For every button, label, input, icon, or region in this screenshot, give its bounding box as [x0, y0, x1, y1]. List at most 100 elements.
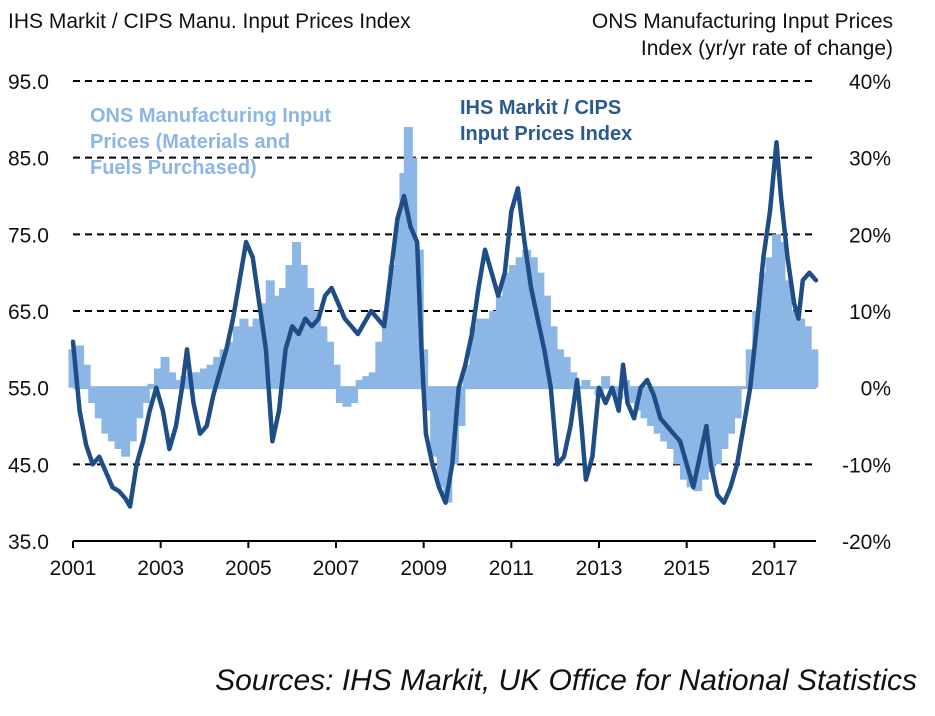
ons-bar: [206, 364, 216, 388]
right-axis-title-line-2: Index (yr/yr rate of change): [640, 37, 893, 60]
x-tick-label: 2009: [400, 557, 447, 580]
left-axis-title: IHS Markit / CIPS Manu. Input Prices Ind…: [8, 10, 411, 33]
ons-bar: [381, 311, 391, 388]
ons-bar: [802, 326, 812, 388]
ons-bar: [107, 387, 117, 442]
ons-bar: [686, 387, 696, 488]
y-right-tick-label: 0%: [861, 378, 891, 401]
ons-bar: [548, 326, 558, 388]
ihs-series-line: [70, 140, 819, 509]
ons-bar: [134, 387, 144, 419]
ons-bar: [408, 157, 418, 388]
ons-bar: [324, 341, 334, 388]
y-left-tick-label: 65.0: [8, 301, 49, 324]
ons-bar: [509, 265, 519, 388]
x-tick-label: 2003: [137, 557, 184, 580]
ons-bar: [666, 387, 676, 449]
ons-bar: [495, 295, 505, 388]
ons-bar: [528, 257, 538, 388]
ons-bar: [719, 387, 729, 449]
ons-bar: [153, 368, 163, 388]
ons-bar: [114, 387, 124, 449]
ons-bar: [758, 272, 768, 388]
ons-bar: [752, 311, 762, 388]
y-left-tick-label: 95.0: [8, 71, 49, 94]
ons-bar: [219, 349, 229, 388]
ons-bar: [239, 318, 249, 388]
ons-series-annotation: ONS Manufacturing Input Prices (Material…: [90, 103, 331, 181]
ons-bar: [627, 387, 637, 403]
ons-bar: [226, 341, 236, 388]
ons-bar: [173, 380, 183, 388]
x-tick-label: 2013: [576, 557, 623, 580]
ons-bar: [193, 372, 203, 388]
ons-bar: [375, 341, 385, 388]
x-tick-label: 2007: [313, 557, 360, 580]
ons-bar: [335, 387, 345, 403]
ons-bar: [265, 280, 275, 388]
ons-bar: [693, 387, 703, 492]
ons-bar: [783, 280, 793, 388]
ons-bar: [489, 311, 499, 388]
ons-bar: [555, 349, 565, 388]
y-right-tick-label: -10%: [842, 454, 891, 477]
ons-bar: [331, 364, 341, 388]
ons-bar: [349, 387, 359, 403]
right-axis-title: ONS Manufacturing Input Prices Index (yr…: [592, 8, 893, 62]
x-tick-label: 2011: [489, 557, 534, 580]
source-note: Sources: IHS Markit, UK Office for Natio…: [215, 664, 917, 697]
ons-bar: [712, 387, 722, 465]
y-left-tick-label: 35.0: [8, 531, 49, 554]
ons-annotation-line-2: Prices (Materials and: [90, 131, 291, 153]
ons-bar: [640, 387, 650, 419]
ons-bar: [541, 295, 551, 388]
y-right-tick-label: 30%: [849, 148, 891, 171]
ons-bar: [476, 318, 486, 388]
ons-bar: [443, 387, 453, 503]
ons-bar: [706, 387, 716, 472]
ons-bar: [318, 326, 328, 388]
ons-bar: [278, 288, 288, 388]
ons-bar: [647, 387, 657, 426]
ons-bar: [342, 387, 352, 407]
ihs-series-annotation: IHS Markit / CIPS Input Prices Index: [460, 95, 632, 147]
ons-bar: [463, 364, 473, 388]
ons-bar: [292, 242, 302, 388]
ons-bar: [765, 257, 775, 388]
x-tick-label: 2005: [225, 557, 272, 580]
right-axis-title-line-1: ONS Manufacturing Input Prices: [591, 10, 893, 33]
ihs-annotation-line-2: Input Prices Index: [460, 123, 633, 145]
ons-bar: [660, 387, 670, 442]
ons-bar: [81, 364, 91, 388]
ons-bar: [469, 326, 479, 388]
ons-bar: [456, 387, 466, 426]
ons-bar: [388, 265, 398, 388]
ons-bar: [732, 387, 742, 419]
ons-bar: [482, 318, 492, 388]
ons-bar: [423, 387, 433, 411]
x-tick-label: 2015: [663, 557, 710, 580]
ons-bar: [305, 288, 315, 388]
ons-bar: [601, 376, 611, 388]
ons-bar: [252, 318, 262, 388]
ons-bar: [726, 387, 736, 434]
ons-bar: [88, 387, 98, 403]
ons-bar: [568, 372, 578, 388]
ons-bar: [679, 387, 689, 480]
ons-bar: [581, 380, 591, 388]
ons-bar: [160, 357, 170, 388]
y-right-tick-label: 40%: [849, 71, 891, 94]
y-left-tick-label: 85.0: [8, 148, 49, 171]
ons-bar: [776, 242, 786, 388]
ons-bar: [232, 326, 242, 388]
ons-bar: [127, 387, 137, 442]
ons-annotation-line-1: ONS Manufacturing Input: [90, 105, 332, 127]
ons-bar: [673, 387, 683, 465]
y-left-tick-label: 75.0: [8, 224, 49, 247]
y-left-tick-label: 55.0: [8, 378, 49, 401]
ons-bar: [200, 368, 210, 388]
x-tick-label: 2001: [50, 557, 97, 580]
ons-bar: [311, 311, 321, 388]
y-right-tick-label: 10%: [849, 301, 891, 324]
